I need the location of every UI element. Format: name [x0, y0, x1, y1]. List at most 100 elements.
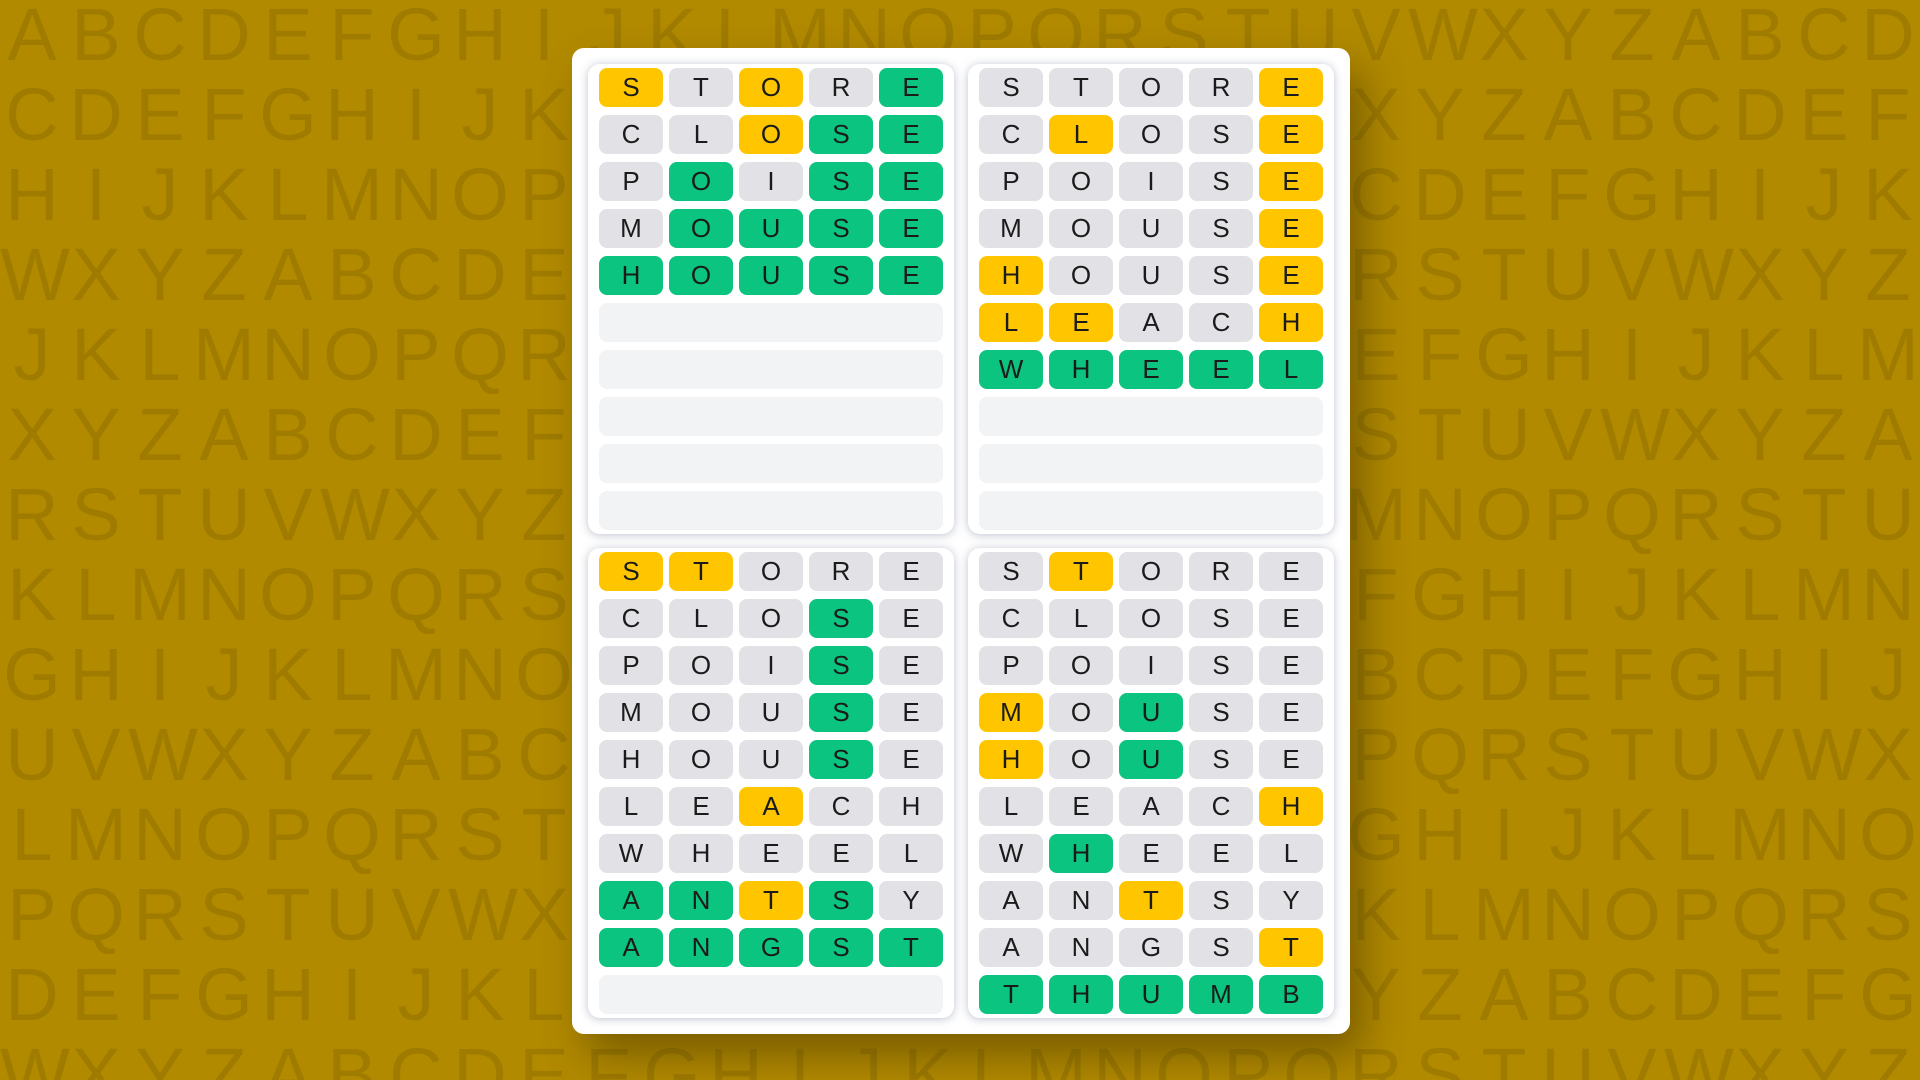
letter-cell: O — [1119, 68, 1183, 107]
letter-cell: P — [599, 162, 663, 201]
background-letter: N — [1861, 553, 1915, 636]
letter-cell: I — [739, 162, 803, 201]
background-letter: U — [1669, 713, 1723, 796]
letter-cell: R — [1189, 68, 1253, 107]
background-letter: Q — [451, 313, 509, 396]
background-letter: X — [1735, 1033, 1785, 1080]
letter-cell: E — [879, 256, 943, 295]
background-letter: P — [391, 313, 441, 396]
background-letter: D — [1669, 953, 1723, 1036]
background-letter: T — [265, 873, 311, 956]
background-letter: E — [455, 393, 505, 476]
background-letter: L — [1675, 793, 1717, 876]
background-letter: A — [1543, 73, 1593, 156]
background-letter: Z — [1865, 1033, 1911, 1080]
background-letter: M — [193, 313, 255, 396]
letter-cell: A — [599, 928, 663, 967]
background-letter: M — [65, 793, 127, 876]
letter-cell: O — [669, 209, 733, 248]
letter-cell: S — [1189, 881, 1253, 920]
background-letter: O — [1859, 793, 1917, 876]
letter-cell: N — [669, 928, 733, 967]
empty-guess-row — [599, 975, 943, 1014]
background-letter: I — [789, 1033, 811, 1080]
background-letter: L — [1803, 313, 1845, 396]
background-letter: G — [387, 0, 445, 76]
background-letter: L — [139, 313, 181, 396]
background-letter: C — [1349, 153, 1403, 236]
background-letter: U — [1541, 233, 1595, 316]
background-letter: W — [0, 233, 70, 316]
letter-cell: O — [669, 646, 733, 685]
background-letter: M — [129, 553, 191, 636]
letter-cell: T — [669, 68, 733, 107]
letter-cell: L — [979, 787, 1043, 826]
background-letter: S — [71, 473, 121, 556]
letter-cell: U — [1119, 740, 1183, 779]
background-letter: B — [327, 1033, 377, 1080]
background-letter: Q — [387, 553, 445, 636]
background-letter: R — [1797, 873, 1851, 956]
background-letter: Z — [1865, 233, 1911, 316]
letter-cell: E — [809, 834, 873, 873]
background-letter: E — [1543, 633, 1593, 716]
background-letter: L — [11, 793, 53, 876]
background-letter: R — [389, 793, 443, 876]
background-letter: G — [1859, 953, 1917, 1036]
background-letter: B — [71, 0, 121, 76]
background-letter: M — [385, 633, 447, 716]
background-letter: N — [1797, 793, 1851, 876]
letter-cell: S — [809, 209, 873, 248]
background-letter: L — [523, 953, 565, 1036]
background-letter: I — [1621, 313, 1643, 396]
letter-cell: L — [1049, 599, 1113, 638]
background-letter: P — [1223, 1033, 1273, 1080]
letter-cell: E — [1259, 646, 1323, 685]
background-letter: Y — [1799, 233, 1849, 316]
background-letter: C — [325, 393, 379, 476]
background-letter: Z — [201, 1033, 247, 1080]
background-letter: X — [1863, 713, 1913, 796]
background-letter: L — [1419, 873, 1461, 956]
background-letter: E — [519, 233, 569, 316]
background-letter: A — [263, 1033, 313, 1080]
background-letter: A — [1671, 0, 1721, 76]
background-letter: A — [7, 0, 57, 76]
background-letter: K — [7, 553, 57, 636]
background-letter: I — [1749, 153, 1771, 236]
background-letter: C — [5, 73, 59, 156]
background-letter: N — [453, 633, 507, 716]
background-letter: J — [1549, 793, 1587, 876]
letter-cell: O — [669, 693, 733, 732]
letter-cell: N — [669, 881, 733, 920]
background-letter: Z — [137, 393, 183, 476]
letter-cell: P — [599, 646, 663, 685]
letter-cell: E — [1259, 68, 1323, 107]
background-letter: I — [533, 0, 555, 76]
background-letter: S — [455, 793, 505, 876]
background-letter: S — [1543, 713, 1593, 796]
empty-guess-row — [979, 491, 1323, 530]
letter-cell: M — [599, 693, 663, 732]
letter-cell: Y — [1259, 881, 1323, 920]
background-letter: M — [1729, 793, 1791, 876]
letter-cell: O — [739, 68, 803, 107]
background-letter: A — [1479, 953, 1529, 1036]
background-letter: I — [1557, 553, 1579, 636]
background-letter: K — [903, 1033, 953, 1080]
background-letter: T — [521, 793, 567, 876]
background-letter: Q — [1603, 473, 1661, 556]
background-letter: V — [1543, 393, 1593, 476]
background-letter: K — [263, 633, 313, 716]
background-letter: E — [1799, 73, 1849, 156]
